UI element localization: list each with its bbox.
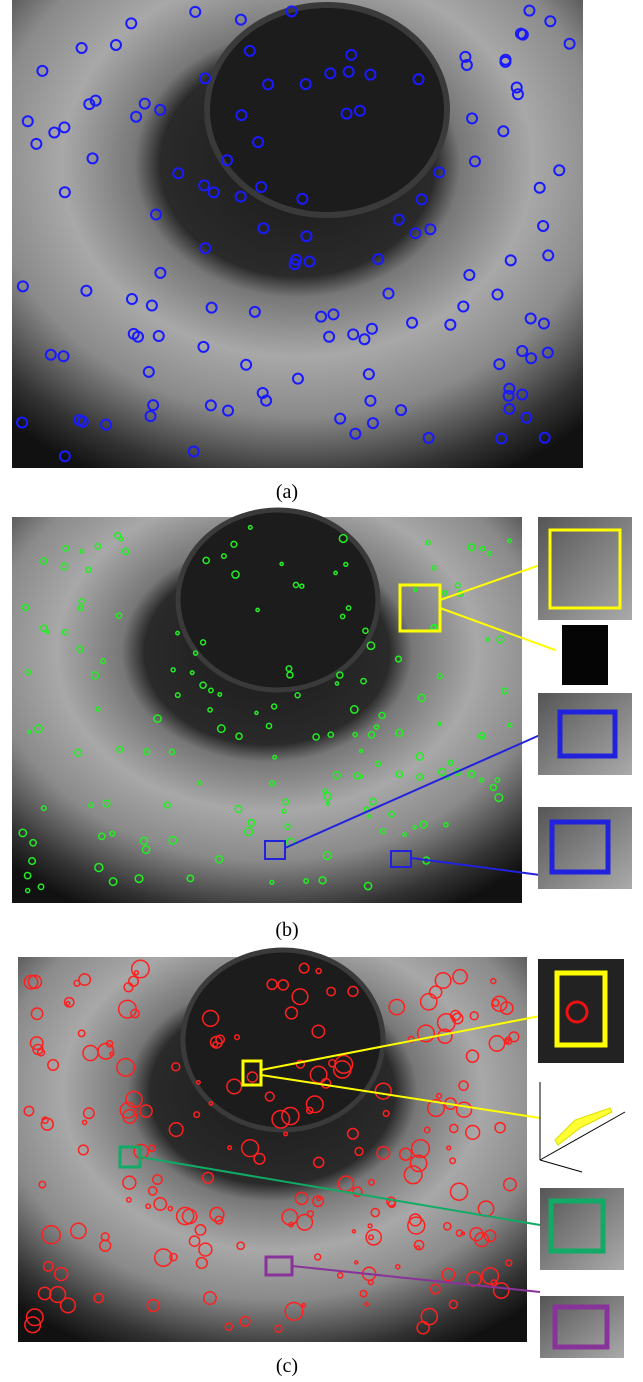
figure: (a) (b) [0, 0, 643, 1382]
axis [540, 1160, 582, 1172]
inset [538, 693, 632, 775]
caption: (b) [275, 919, 298, 941]
pipe-end [178, 510, 378, 690]
caption: (a) [276, 481, 298, 503]
inset [538, 517, 632, 620]
panel-a: (a) [12, 0, 583, 503]
page: (a) (b) [0, 0, 643, 1382]
caption: (c) [276, 1355, 298, 1377]
inset [562, 625, 608, 685]
point-cloud [555, 1108, 612, 1145]
inset-plot [540, 1082, 625, 1172]
panel-c: (c) [18, 950, 625, 1377]
panel-b: (b) [12, 510, 632, 941]
